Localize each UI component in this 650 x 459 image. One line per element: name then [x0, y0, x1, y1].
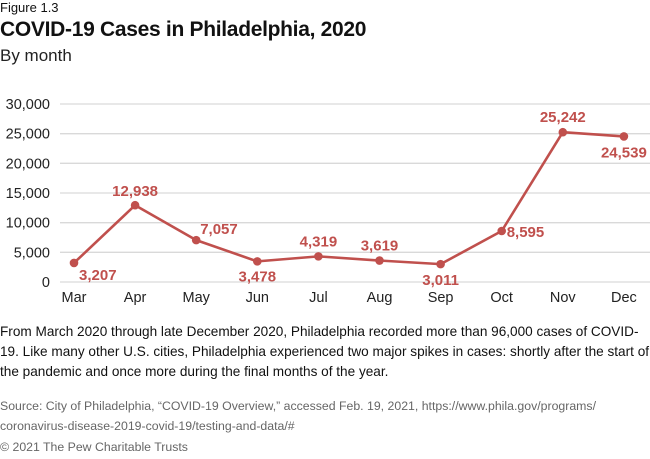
x-tick-label: Jun: [246, 290, 269, 306]
data-point: [375, 256, 384, 265]
data-label: 24,539: [601, 144, 647, 161]
data-point: [130, 200, 140, 210]
series-line: [73, 130, 624, 266]
data-label: 12,938: [112, 183, 158, 200]
data-point: [252, 257, 262, 266]
y-tick-label: 25,000: [6, 127, 50, 143]
y-tick-label: 5,000: [14, 245, 50, 261]
chart-subtitle: By month: [0, 46, 72, 65]
y-tick-label: 15,000: [6, 186, 50, 202]
y-tick-label: 20,000: [6, 156, 50, 172]
data-label: 3,478: [239, 268, 277, 285]
data-label: 7,057: [200, 221, 238, 238]
x-tick-label: Aug: [367, 290, 393, 306]
chart-title: COVID-19 Cases in Philadelphia, 2020: [0, 18, 367, 41]
data-label: 4,319: [300, 233, 338, 250]
x-tick-label: Nov: [550, 290, 577, 306]
data-point: [558, 127, 568, 137]
x-tick-label: May: [182, 290, 210, 306]
data-label: 3,207: [79, 267, 117, 284]
source-note: Source: City of Philadelphia, “COVID-19 …: [0, 399, 596, 433]
x-tick-label: Sep: [428, 290, 454, 306]
data-point: [314, 252, 323, 261]
y-tick-label: 10,000: [6, 216, 50, 232]
data-point: [436, 259, 445, 269]
line-chart: 0 5,000 10,000 15,000 20,000 25,000 30,000 Mar…: [6, 97, 650, 306]
x-tick-label: Dec: [611, 290, 637, 306]
gridlines: [60, 103, 650, 283]
data-point: [497, 226, 507, 236]
data-point: [191, 235, 201, 245]
y-tick-label: 0: [42, 275, 50, 291]
data-point: [619, 132, 629, 141]
data-labels: 3,207 12,938 7,057 3,478 4,319 3,619 3,011 8,59…: [79, 109, 647, 289]
x-axis-ticks: Mar Apr May Jun Jul Aug Sep Oct Nov Dec: [62, 290, 637, 306]
chart-description: From March 2020 through late December 20…: [0, 324, 650, 379]
x-tick-label: Mar: [62, 290, 87, 306]
data-label: 25,242: [540, 109, 586, 126]
data-label: 3,619: [361, 238, 399, 255]
copyright: © 2021 The Pew Charitable Trusts: [0, 440, 188, 454]
series-line-group: [73, 130, 624, 266]
x-tick-label: Oct: [490, 290, 513, 306]
data-label: 3,011: [422, 272, 459, 289]
data-point: [69, 258, 79, 268]
y-tick-label: 30,000: [6, 97, 50, 113]
x-tick-label: Jul: [309, 290, 328, 306]
y-axis-ticks: 0 5,000 10,000 15,000 20,000 25,000 30,000: [6, 97, 50, 291]
x-tick-label: Apr: [124, 290, 147, 306]
data-points: [69, 127, 629, 269]
figure-label: Figure 1.3: [0, 0, 59, 15]
data-label: 8,595: [507, 224, 545, 241]
